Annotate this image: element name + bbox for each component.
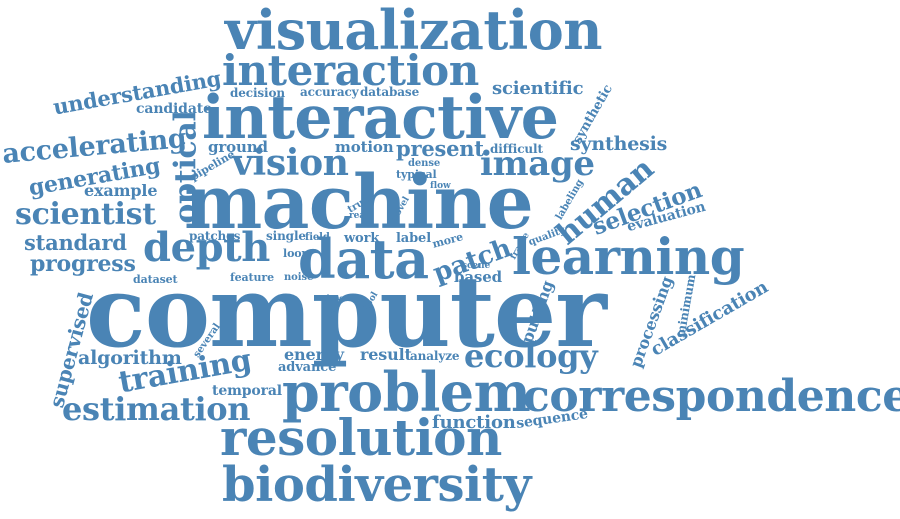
word-resolution: resolution (220, 408, 502, 467)
word-ground: ground (208, 138, 268, 156)
word-correspondence: correspondence (523, 371, 900, 422)
word-scientist: scientist (15, 197, 156, 232)
word-scientific: scientific (492, 78, 584, 99)
word-biodiversity: biodiversity (222, 457, 531, 513)
word-patches: patches (189, 229, 241, 243)
word-standard: standard (24, 230, 127, 255)
word-example: example (84, 181, 158, 200)
word-interactive: interactive (202, 83, 559, 153)
word-label: label (396, 231, 432, 246)
word-problem: problem (282, 360, 531, 424)
word-result: result (360, 345, 412, 364)
word-vision: vision (232, 142, 349, 184)
word-advance: advance (278, 360, 337, 375)
word-typical: typical (396, 168, 437, 181)
word-estimation: estimation (62, 390, 251, 428)
word-machine: machine (184, 160, 534, 246)
word-interaction: interaction (222, 46, 479, 95)
word-dense: dense (408, 158, 441, 169)
word-processing: processing (626, 273, 677, 370)
word-candidate: candidate (136, 101, 212, 117)
word-motion: motion (335, 138, 394, 156)
word-noise: noise (284, 272, 314, 283)
word-flow: flow (430, 181, 451, 191)
word-single: single (266, 229, 306, 243)
word-ecology: ecology (464, 337, 598, 375)
word-depth: depth (143, 224, 270, 271)
word-image: image (480, 144, 595, 184)
word-decision: decision (230, 86, 285, 100)
word-algorithm: algorithm (78, 347, 182, 369)
word-progress: progress (30, 251, 136, 277)
word-temporal: temporal (212, 383, 282, 399)
word-accelerating: accelerating (1, 123, 188, 170)
word-class: class (322, 293, 344, 303)
word-computer: computer (86, 255, 607, 370)
word-loop: loop (283, 247, 310, 260)
word-work: work (344, 231, 380, 246)
word-energy: energy (284, 345, 344, 364)
word-based: based (454, 268, 502, 286)
word-synthesis: synthesis (570, 133, 668, 155)
word-data: data (298, 227, 429, 291)
word-real: real (349, 211, 369, 221)
word-present: present (396, 136, 484, 161)
word-analyze: analyze (410, 349, 460, 363)
word-visualization: visualization (225, 0, 602, 62)
word-scene: scene (462, 261, 491, 271)
word-function: function (432, 412, 516, 433)
word-field: field (305, 232, 330, 243)
word-difficult: difficult (490, 142, 543, 156)
word-dataset: dataset (133, 273, 178, 286)
word-database: database (360, 85, 420, 99)
word-accuracy: accuracy (300, 85, 359, 99)
word-learning: learning (512, 227, 745, 286)
word-feature: feature (230, 271, 274, 284)
